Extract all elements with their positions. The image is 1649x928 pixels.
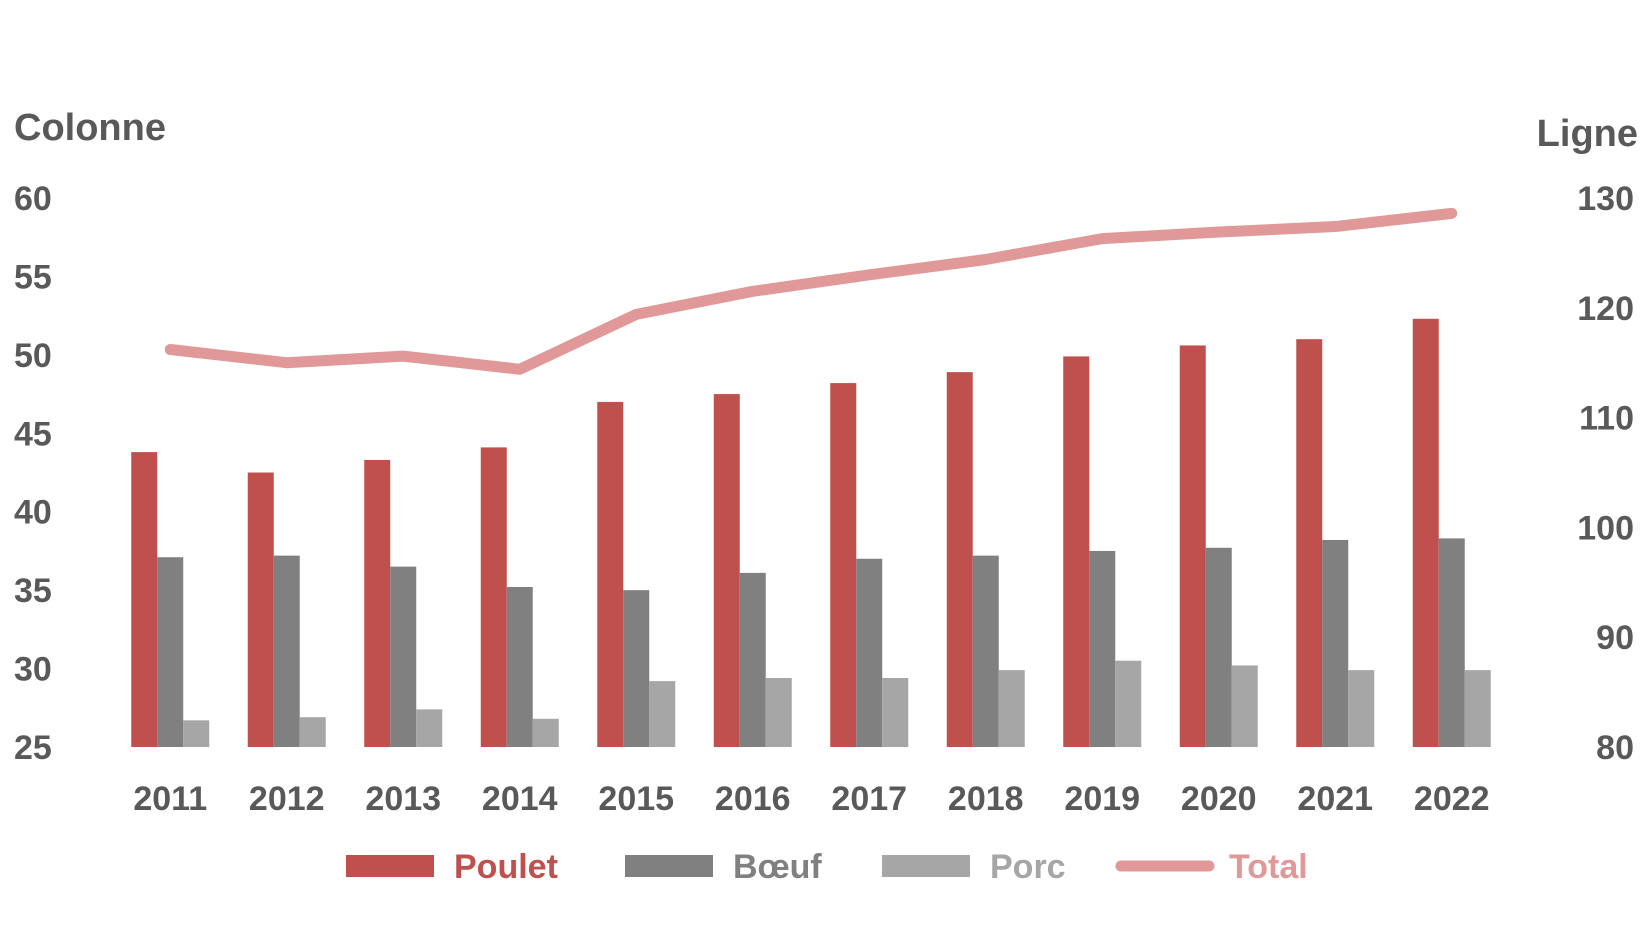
total-line-layer bbox=[164, 207, 1458, 375]
bar-bœuf-2022 bbox=[1438, 538, 1465, 747]
bar-poulet-2013 bbox=[364, 459, 391, 747]
bar-poulet-2019 bbox=[1063, 356, 1090, 747]
bar-porc-2013 bbox=[416, 709, 443, 747]
bar-porc-2022 bbox=[1464, 670, 1491, 747]
bar-bœuf-2021 bbox=[1322, 539, 1349, 747]
right-tick-label: 130 bbox=[1577, 180, 1634, 218]
x-tick-label: 2021 bbox=[1297, 780, 1373, 818]
total-line bbox=[164, 207, 1458, 375]
legend-label-bœuf: Bœuf bbox=[733, 848, 822, 886]
bar-poulet-2021 bbox=[1296, 339, 1323, 747]
bars bbox=[131, 318, 1491, 747]
x-axis-ticks: 2011 2012 2013 2014 2015 2016 2017 2018 2019 2020… bbox=[133, 780, 1489, 818]
left-tick-label: 25 bbox=[14, 729, 52, 767]
bar-poulet-2022 bbox=[1412, 318, 1439, 747]
bar-porc-2011 bbox=[183, 720, 210, 747]
x-tick-label: 2011 bbox=[133, 780, 207, 818]
bar-poulet-2011 bbox=[131, 452, 158, 747]
bar-bœuf-2011 bbox=[157, 557, 184, 747]
x-tick-label: 2014 bbox=[482, 780, 558, 818]
right-axis-title: Ligne bbox=[1537, 113, 1638, 155]
left-tick-label: 45 bbox=[14, 415, 52, 453]
bar-bœuf-2013 bbox=[390, 566, 417, 747]
x-tick-label: 2017 bbox=[831, 780, 907, 818]
bar-poulet-2015 bbox=[597, 401, 624, 747]
bar-poulet-2012 bbox=[247, 472, 274, 747]
legend-label-total: Total bbox=[1229, 848, 1308, 886]
legend-swatch-poulet bbox=[346, 855, 434, 877]
bar-porc-2021 bbox=[1348, 670, 1375, 747]
x-tick-label: 2016 bbox=[715, 780, 791, 818]
bar-poulet-2018 bbox=[946, 372, 973, 747]
bar-porc-2019 bbox=[1115, 660, 1142, 747]
legend-swatch-porc bbox=[882, 855, 970, 877]
bar-bœuf-2018 bbox=[972, 555, 999, 747]
left-tick-label: 55 bbox=[14, 258, 52, 296]
right-axis-ticks: 80 90 100 110 120 130 bbox=[1577, 180, 1634, 767]
bar-porc-2014 bbox=[532, 718, 559, 747]
bar-bœuf-2019 bbox=[1089, 550, 1116, 747]
x-tick-label: 2018 bbox=[948, 780, 1024, 818]
right-tick-label: 80 bbox=[1596, 729, 1634, 767]
x-tick-label: 2022 bbox=[1414, 780, 1490, 818]
bar-porc-2017 bbox=[882, 677, 909, 747]
left-axis-title: Colonne bbox=[14, 107, 166, 149]
right-tick-label: 100 bbox=[1577, 509, 1634, 547]
bar-porc-2015 bbox=[649, 681, 676, 747]
legend-label-porc: Porc bbox=[990, 848, 1066, 886]
bar-poulet-2017 bbox=[830, 383, 857, 747]
x-tick-label: 2012 bbox=[249, 780, 325, 818]
bar-bœuf-2014 bbox=[506, 587, 533, 747]
left-tick-label: 35 bbox=[14, 572, 52, 610]
bar-bœuf-2016 bbox=[739, 572, 766, 747]
bar-porc-2016 bbox=[765, 677, 792, 747]
x-tick-label: 2020 bbox=[1181, 780, 1257, 818]
bar-poulet-2016 bbox=[713, 394, 740, 747]
bar-porc-2018 bbox=[998, 670, 1025, 747]
x-tick-label: 2013 bbox=[365, 780, 441, 818]
left-tick-label: 60 bbox=[14, 180, 52, 218]
bar-bœuf-2015 bbox=[623, 590, 650, 747]
bar-poulet-2014 bbox=[480, 447, 507, 747]
x-tick-label: 2015 bbox=[598, 780, 674, 818]
left-axis-ticks: 25 30 35 40 45 50 55 60 bbox=[14, 180, 52, 767]
bar-bœuf-2012 bbox=[273, 555, 300, 747]
left-tick-label: 30 bbox=[14, 651, 52, 689]
right-tick-label: 120 bbox=[1577, 290, 1634, 328]
bar-bœuf-2020 bbox=[1205, 547, 1232, 747]
legend-swatch-bœuf bbox=[625, 855, 713, 877]
bar-poulet-2020 bbox=[1179, 345, 1206, 747]
legend: Poulet Bœuf Porc Total bbox=[346, 848, 1308, 886]
bar-porc-2020 bbox=[1231, 665, 1258, 747]
left-tick-label: 40 bbox=[14, 494, 52, 532]
bar-porc-2012 bbox=[299, 717, 326, 747]
legend-label-poulet: Poulet bbox=[454, 848, 558, 886]
left-tick-label: 50 bbox=[14, 337, 52, 375]
right-tick-label: 90 bbox=[1596, 619, 1634, 657]
right-tick-label: 110 bbox=[1579, 400, 1634, 438]
bar-bœuf-2017 bbox=[856, 558, 883, 747]
x-tick-label: 2019 bbox=[1064, 780, 1140, 818]
